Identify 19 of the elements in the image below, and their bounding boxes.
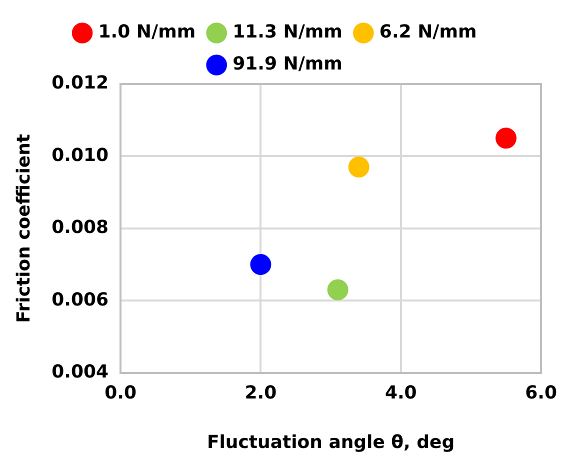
y-tick-label: 0.008 (52, 217, 109, 238)
y-tick-label: 0.010 (52, 144, 109, 166)
point (327, 279, 348, 300)
x-tick-label: 6.0 (525, 382, 557, 404)
y-axis-title: Friction coefficient (13, 134, 34, 323)
legend-label: 6.2 N/mm (379, 22, 477, 43)
point (250, 254, 272, 275)
point (496, 128, 517, 149)
y-tick-label: 0.012 (52, 72, 109, 94)
x-tick-label: 2.0 (244, 382, 277, 404)
legend-label: 11.3 N/mm (232, 22, 342, 43)
legend-label: 91.9 N/mm (232, 54, 342, 75)
x-axis-title: Fluctuation angle θ, deg (206, 432, 455, 453)
y-tick-label: 0.006 (52, 289, 109, 310)
x-tick-label: 0.0 (104, 382, 136, 404)
y-tick-label: 0.004 (52, 361, 109, 382)
legend-label: 1.0 N/mm (98, 22, 196, 43)
point (348, 156, 370, 178)
x-tick-label: 4.0 (384, 382, 417, 404)
